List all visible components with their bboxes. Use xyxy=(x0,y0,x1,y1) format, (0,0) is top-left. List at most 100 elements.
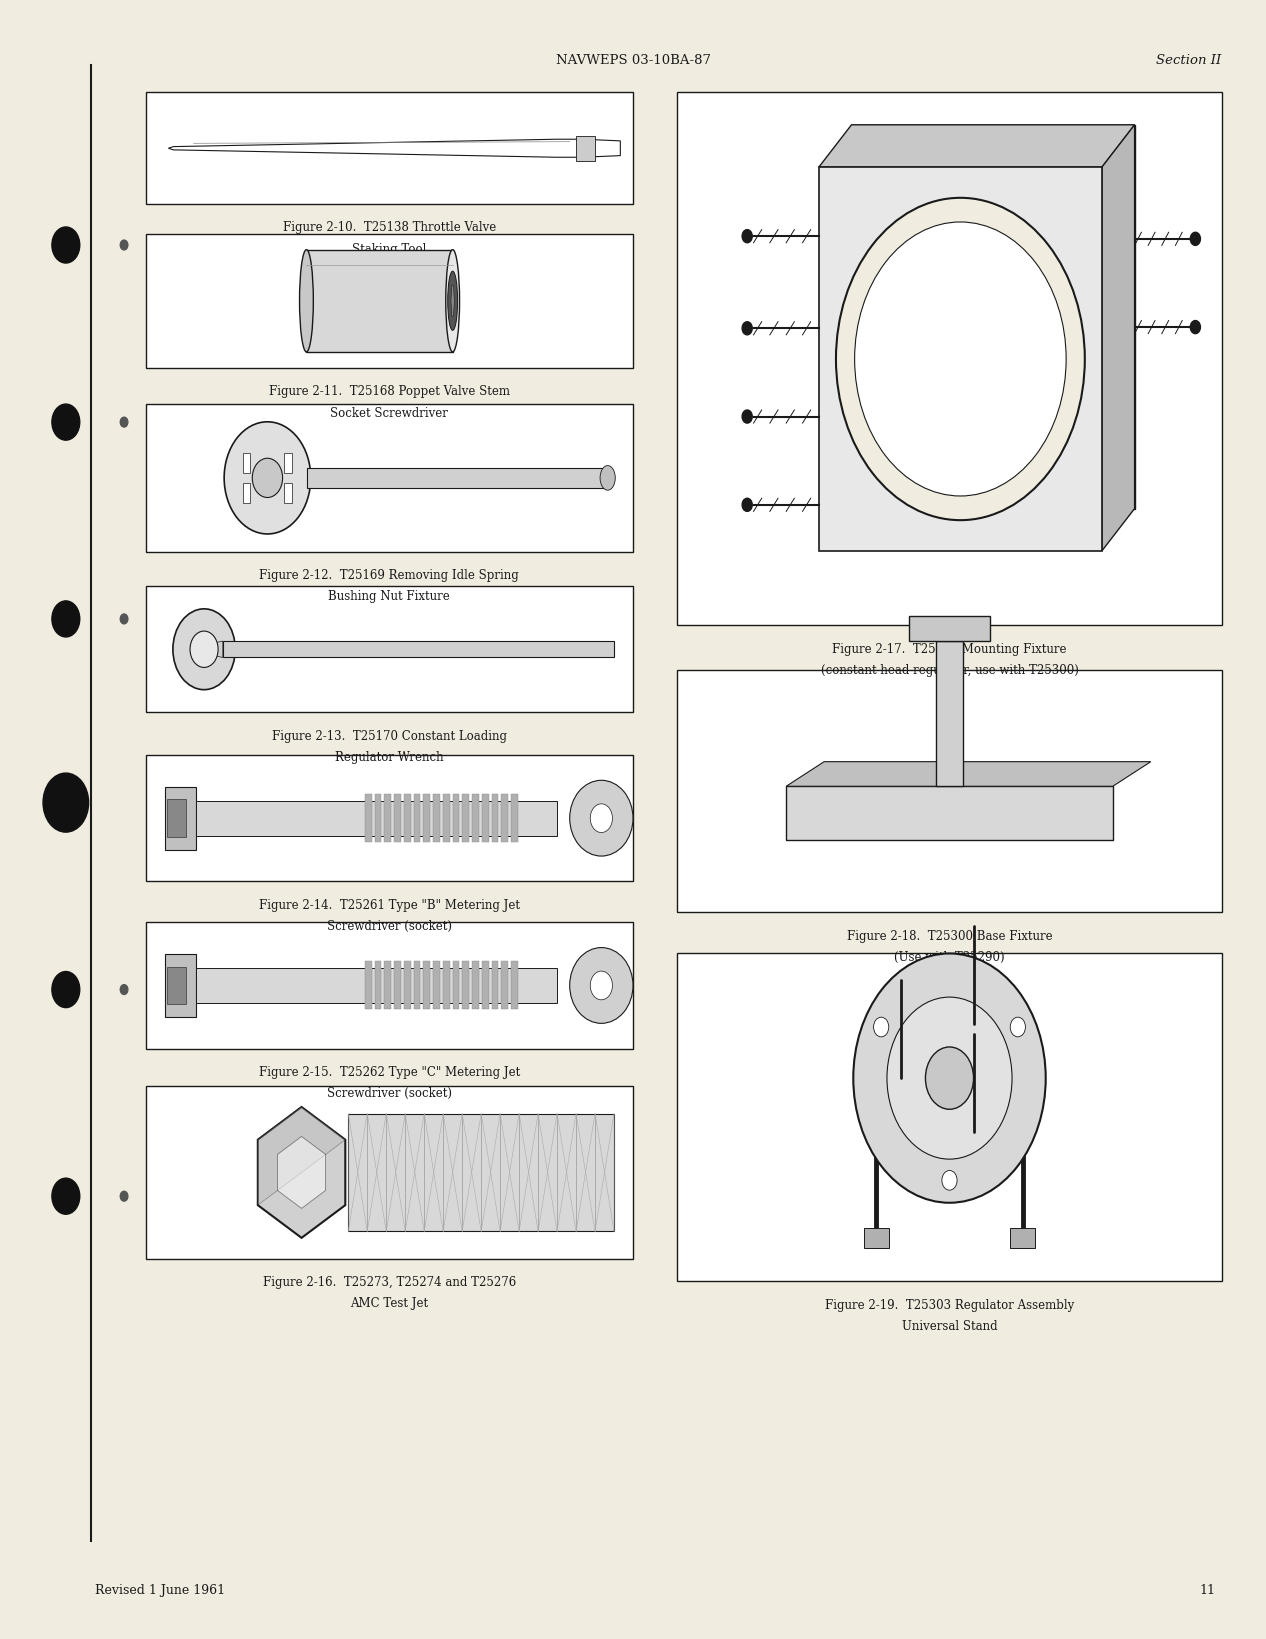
Circle shape xyxy=(52,228,80,264)
Polygon shape xyxy=(168,141,620,157)
Polygon shape xyxy=(277,1137,325,1208)
Circle shape xyxy=(855,223,1066,497)
Bar xyxy=(306,251,453,352)
Bar xyxy=(375,962,381,1010)
Ellipse shape xyxy=(448,272,457,331)
Bar xyxy=(472,962,479,1010)
Text: Figure 2-17.  T25290 Mounting Fixture: Figure 2-17. T25290 Mounting Fixture xyxy=(832,642,1067,656)
Bar xyxy=(375,795,381,842)
Bar xyxy=(285,454,292,474)
Bar xyxy=(453,962,460,1010)
Bar xyxy=(243,454,251,474)
Circle shape xyxy=(742,498,752,511)
Bar xyxy=(146,756,633,882)
Bar xyxy=(453,795,460,842)
Circle shape xyxy=(742,411,752,425)
Circle shape xyxy=(1010,1018,1025,1037)
Circle shape xyxy=(742,323,752,336)
Bar xyxy=(167,800,186,838)
Bar xyxy=(443,962,449,1010)
Ellipse shape xyxy=(600,465,615,490)
Bar xyxy=(482,962,489,1010)
Text: 11: 11 xyxy=(1199,1583,1215,1596)
Circle shape xyxy=(853,954,1046,1203)
Polygon shape xyxy=(786,762,1151,787)
Circle shape xyxy=(925,1047,974,1110)
Bar xyxy=(677,93,1222,626)
Bar xyxy=(423,962,430,1010)
Bar xyxy=(414,962,420,1010)
Circle shape xyxy=(590,972,613,1000)
Bar xyxy=(414,795,420,842)
Ellipse shape xyxy=(300,251,314,352)
Bar xyxy=(937,1064,962,1083)
Circle shape xyxy=(252,459,282,498)
Bar xyxy=(404,962,410,1010)
Bar xyxy=(501,962,508,1010)
Bar xyxy=(348,1115,614,1231)
Circle shape xyxy=(43,774,89,833)
Text: Figure 2-19.  T25303 Regulator Assembly: Figure 2-19. T25303 Regulator Assembly xyxy=(825,1298,1074,1311)
Bar xyxy=(576,136,595,161)
Bar xyxy=(852,126,1134,510)
Circle shape xyxy=(590,805,613,833)
Bar xyxy=(936,641,963,787)
Text: Screwdriver (socket): Screwdriver (socket) xyxy=(327,919,452,933)
Bar xyxy=(511,795,518,842)
Bar xyxy=(423,795,430,842)
Text: AMC Test Jet: AMC Test Jet xyxy=(351,1296,428,1310)
Bar xyxy=(196,801,557,836)
Circle shape xyxy=(742,231,752,244)
Text: Figure 2-12.  T25169 Removing Idle Spring: Figure 2-12. T25169 Removing Idle Spring xyxy=(260,569,519,582)
Text: Regulator Wrench: Regulator Wrench xyxy=(335,751,443,764)
Bar xyxy=(165,954,196,1018)
Bar xyxy=(146,923,633,1049)
Bar xyxy=(146,405,633,552)
Text: (constant head regulator, use with T25300): (constant head regulator, use with T2530… xyxy=(820,664,1079,677)
Bar xyxy=(146,234,633,369)
Circle shape xyxy=(120,418,128,428)
Bar xyxy=(511,962,518,1010)
Bar xyxy=(306,469,608,488)
Circle shape xyxy=(120,1192,128,1201)
Text: (Use with T25290): (Use with T25290) xyxy=(894,951,1005,964)
Text: Bushing Nut Fixture: Bushing Nut Fixture xyxy=(328,590,451,603)
Bar xyxy=(394,962,401,1010)
Bar xyxy=(433,795,439,842)
Text: Staking Tool: Staking Tool xyxy=(352,243,427,256)
Circle shape xyxy=(1190,321,1200,334)
Polygon shape xyxy=(204,641,223,659)
Bar xyxy=(501,795,508,842)
Polygon shape xyxy=(451,287,454,316)
Bar xyxy=(472,795,479,842)
Bar xyxy=(404,795,410,842)
Circle shape xyxy=(224,423,310,534)
Bar xyxy=(146,587,633,713)
Circle shape xyxy=(52,1178,80,1214)
Polygon shape xyxy=(258,1108,346,1237)
Bar xyxy=(365,795,372,842)
Bar xyxy=(146,93,633,205)
Bar xyxy=(909,616,990,641)
Bar xyxy=(165,787,196,851)
Circle shape xyxy=(120,241,128,251)
Bar xyxy=(462,962,468,1010)
Circle shape xyxy=(942,1170,957,1190)
Ellipse shape xyxy=(570,780,633,857)
Ellipse shape xyxy=(570,947,633,1024)
Text: Figure 2-15.  T25262 Type "C" Metering Jet: Figure 2-15. T25262 Type "C" Metering Je… xyxy=(258,1065,520,1078)
Text: Section II: Section II xyxy=(1156,54,1222,67)
Bar xyxy=(786,787,1113,841)
Text: Socket Screwdriver: Socket Screwdriver xyxy=(330,406,448,420)
Bar xyxy=(223,641,614,659)
Circle shape xyxy=(52,972,80,1008)
Bar xyxy=(433,962,439,1010)
Bar xyxy=(196,969,557,1003)
Circle shape xyxy=(52,602,80,638)
Bar xyxy=(491,795,499,842)
Circle shape xyxy=(1190,233,1200,246)
Text: Screwdriver (socket): Screwdriver (socket) xyxy=(327,1087,452,1100)
Bar xyxy=(863,1228,889,1247)
Text: Revised 1 June 1961: Revised 1 June 1961 xyxy=(95,1583,225,1596)
Polygon shape xyxy=(819,126,1134,169)
